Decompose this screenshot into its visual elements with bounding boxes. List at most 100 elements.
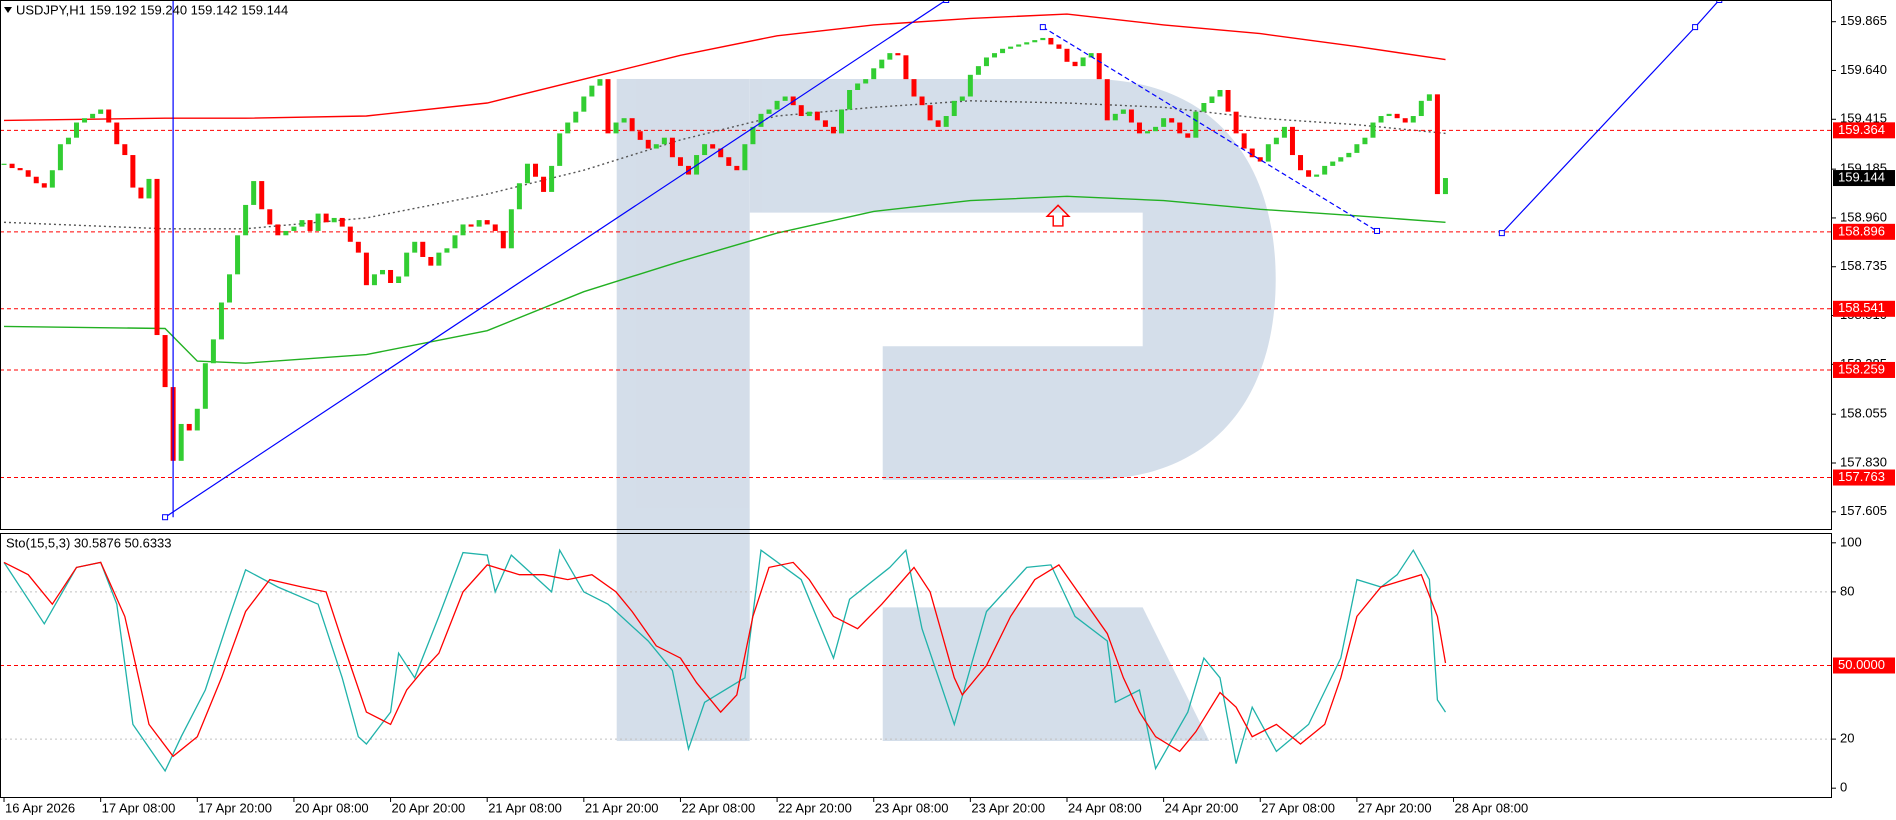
candle-up [1338,157,1344,162]
candle-down [1185,133,1191,138]
candle-down [25,170,31,177]
candle-down [9,163,15,169]
candle-down [355,241,361,253]
candle-down [1306,170,1312,177]
candle-up [202,363,208,409]
candle-up [887,53,893,60]
candle-up [1217,89,1223,97]
y-tick-label: 0 [1840,780,1847,795]
trendline [164,0,947,518]
x-tick-label: 21 Apr 20:00 [585,800,659,815]
x-tick-label: 16 Apr 2026 [5,800,75,815]
candle-up [146,178,152,199]
stochastic-frame [0,533,1832,798]
candle-down [1434,94,1440,195]
candle-up [452,235,458,249]
candle-up [235,235,241,275]
candle-down [677,157,683,166]
candle-down [1177,122,1183,134]
candle-down [428,256,434,266]
candle-up [291,226,297,231]
x-tick-label: 21 Apr 08:00 [488,800,562,815]
candle-down [1072,61,1078,67]
x-tick-label: 17 Apr 08:00 [102,800,176,815]
last-price-label: 159.144 [1838,169,1885,184]
candle-up [750,126,756,145]
candle-down [1096,53,1102,80]
candle-down [822,120,828,127]
level-label: 158.896 [1838,223,1885,238]
candle-up [178,423,184,461]
candle-down [1136,122,1142,134]
candle-down [1233,111,1239,134]
level-label: 157.763 [1838,469,1885,484]
candle-up [1330,161,1336,166]
candle-up [516,183,522,210]
level-label-box [1833,469,1895,486]
candle-down [1402,118,1408,123]
candle-up [299,220,305,227]
candle-up [613,122,619,134]
candle-up [1016,44,1022,47]
candle-down [1257,157,1263,162]
candle-down [1249,148,1255,158]
y-tick-label: 158.735 [1840,258,1887,273]
x-tick-label: 27 Apr 20:00 [1358,800,1432,815]
candle-up [1193,111,1199,138]
candle-down [533,163,539,177]
candle-up [758,113,764,127]
level-label-box [1833,657,1895,674]
candle-down [484,220,490,225]
candle-up [1209,96,1215,104]
candle-up [863,79,869,84]
candle-down [468,224,474,227]
candle-up [396,276,402,283]
candle-down [339,217,345,227]
candle-up [1426,94,1432,101]
symbol-header: USDJPY,H1 159.192 159.240 159.142 159.14… [16,2,288,17]
x-tick-label: 24 Apr 20:00 [1165,800,1239,815]
candle-up [404,252,410,277]
menu-triangle [4,7,12,13]
candle-up [74,122,80,138]
candle-up [1418,100,1424,117]
candle-down [1104,79,1110,121]
candle-down [935,120,941,127]
candle-up [967,74,973,97]
candle-down [734,165,740,171]
candle-down [1064,48,1070,62]
candle-up [49,170,55,188]
candle-up [951,100,957,117]
candle-up [774,100,780,110]
candle-up [1120,109,1126,114]
candle-up [975,66,981,75]
candle-up [702,144,708,156]
candle-up [460,224,466,236]
candle-up [444,248,450,253]
candle-up [65,137,71,145]
candle-up [549,165,555,192]
candle-up [1370,122,1376,138]
y-tick-label: 159.415 [1840,111,1887,126]
x-tick-label: 27 Apr 08:00 [1261,800,1335,815]
candle-up [847,89,853,110]
candle-up [653,144,659,149]
candle-down [275,224,281,236]
candle-down [307,220,313,231]
candle-down [1056,44,1062,49]
candle-down [492,224,498,231]
candle-down [726,157,732,166]
candle-up [855,83,861,90]
candle-up [621,118,627,123]
last-price-box [1833,170,1895,187]
candle-down [927,105,933,121]
candle-down [669,137,675,158]
signal-arrow [1045,204,1071,227]
candle-up [1088,53,1094,58]
x-tick-label: 24 Apr 08:00 [1068,800,1142,815]
candle-up [1153,126,1159,132]
candle-up [879,59,885,69]
y-tick-label: 159.865 [1840,13,1887,28]
candle-up [1201,103,1207,112]
